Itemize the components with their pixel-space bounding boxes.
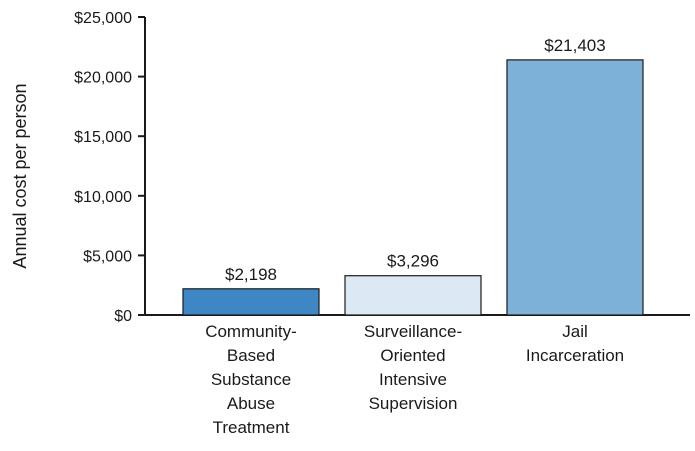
bar [182, 288, 320, 316]
category-label-line: Surveillance- [364, 322, 462, 341]
category-labels: Community- Based Substance Abuse Treatment Su… [205, 322, 624, 437]
category-label-line: Oriented [380, 346, 445, 365]
bar-value-label: $3,296 [387, 252, 439, 271]
category-label: Surveillance- Oriented Intensive Supervisio… [364, 322, 462, 413]
category-label-line: Substance [211, 370, 291, 389]
bar-value-label: $21,403 [544, 36, 605, 55]
bar [506, 59, 644, 316]
category-label-line: Abuse [227, 394, 275, 413]
category-label-line: Based [227, 346, 275, 365]
bars: $2,198 $3,296 $21,403 [182, 36, 644, 316]
y-tick-label: $0 [114, 308, 132, 325]
y-tick-label: $20,000 [74, 70, 132, 87]
y-tick-label: $15,000 [74, 129, 132, 146]
bar [344, 275, 482, 316]
category-label: Community- Based Substance Abuse Treatment [205, 322, 297, 437]
category-label-line: Community- [205, 322, 297, 341]
category-label-line: Treatment [213, 418, 290, 437]
y-tick-label: $25,000 [74, 10, 132, 27]
y-axis: $0 $5,000 $10,000 $15,000 $20,000 $25,000 [74, 10, 146, 325]
y-tick-label: $5,000 [83, 248, 132, 265]
bar-value-label: $2,198 [225, 265, 277, 284]
category-label: Jail Incarceration [526, 322, 624, 365]
category-label-line: Incarceration [526, 346, 624, 365]
category-label-line: Jail [562, 322, 588, 341]
category-label-line: Supervision [369, 394, 458, 413]
y-tick-label: $10,000 [74, 189, 132, 206]
category-label-line: Intensive [379, 370, 447, 389]
y-axis-title: Annual cost per person [10, 83, 30, 268]
